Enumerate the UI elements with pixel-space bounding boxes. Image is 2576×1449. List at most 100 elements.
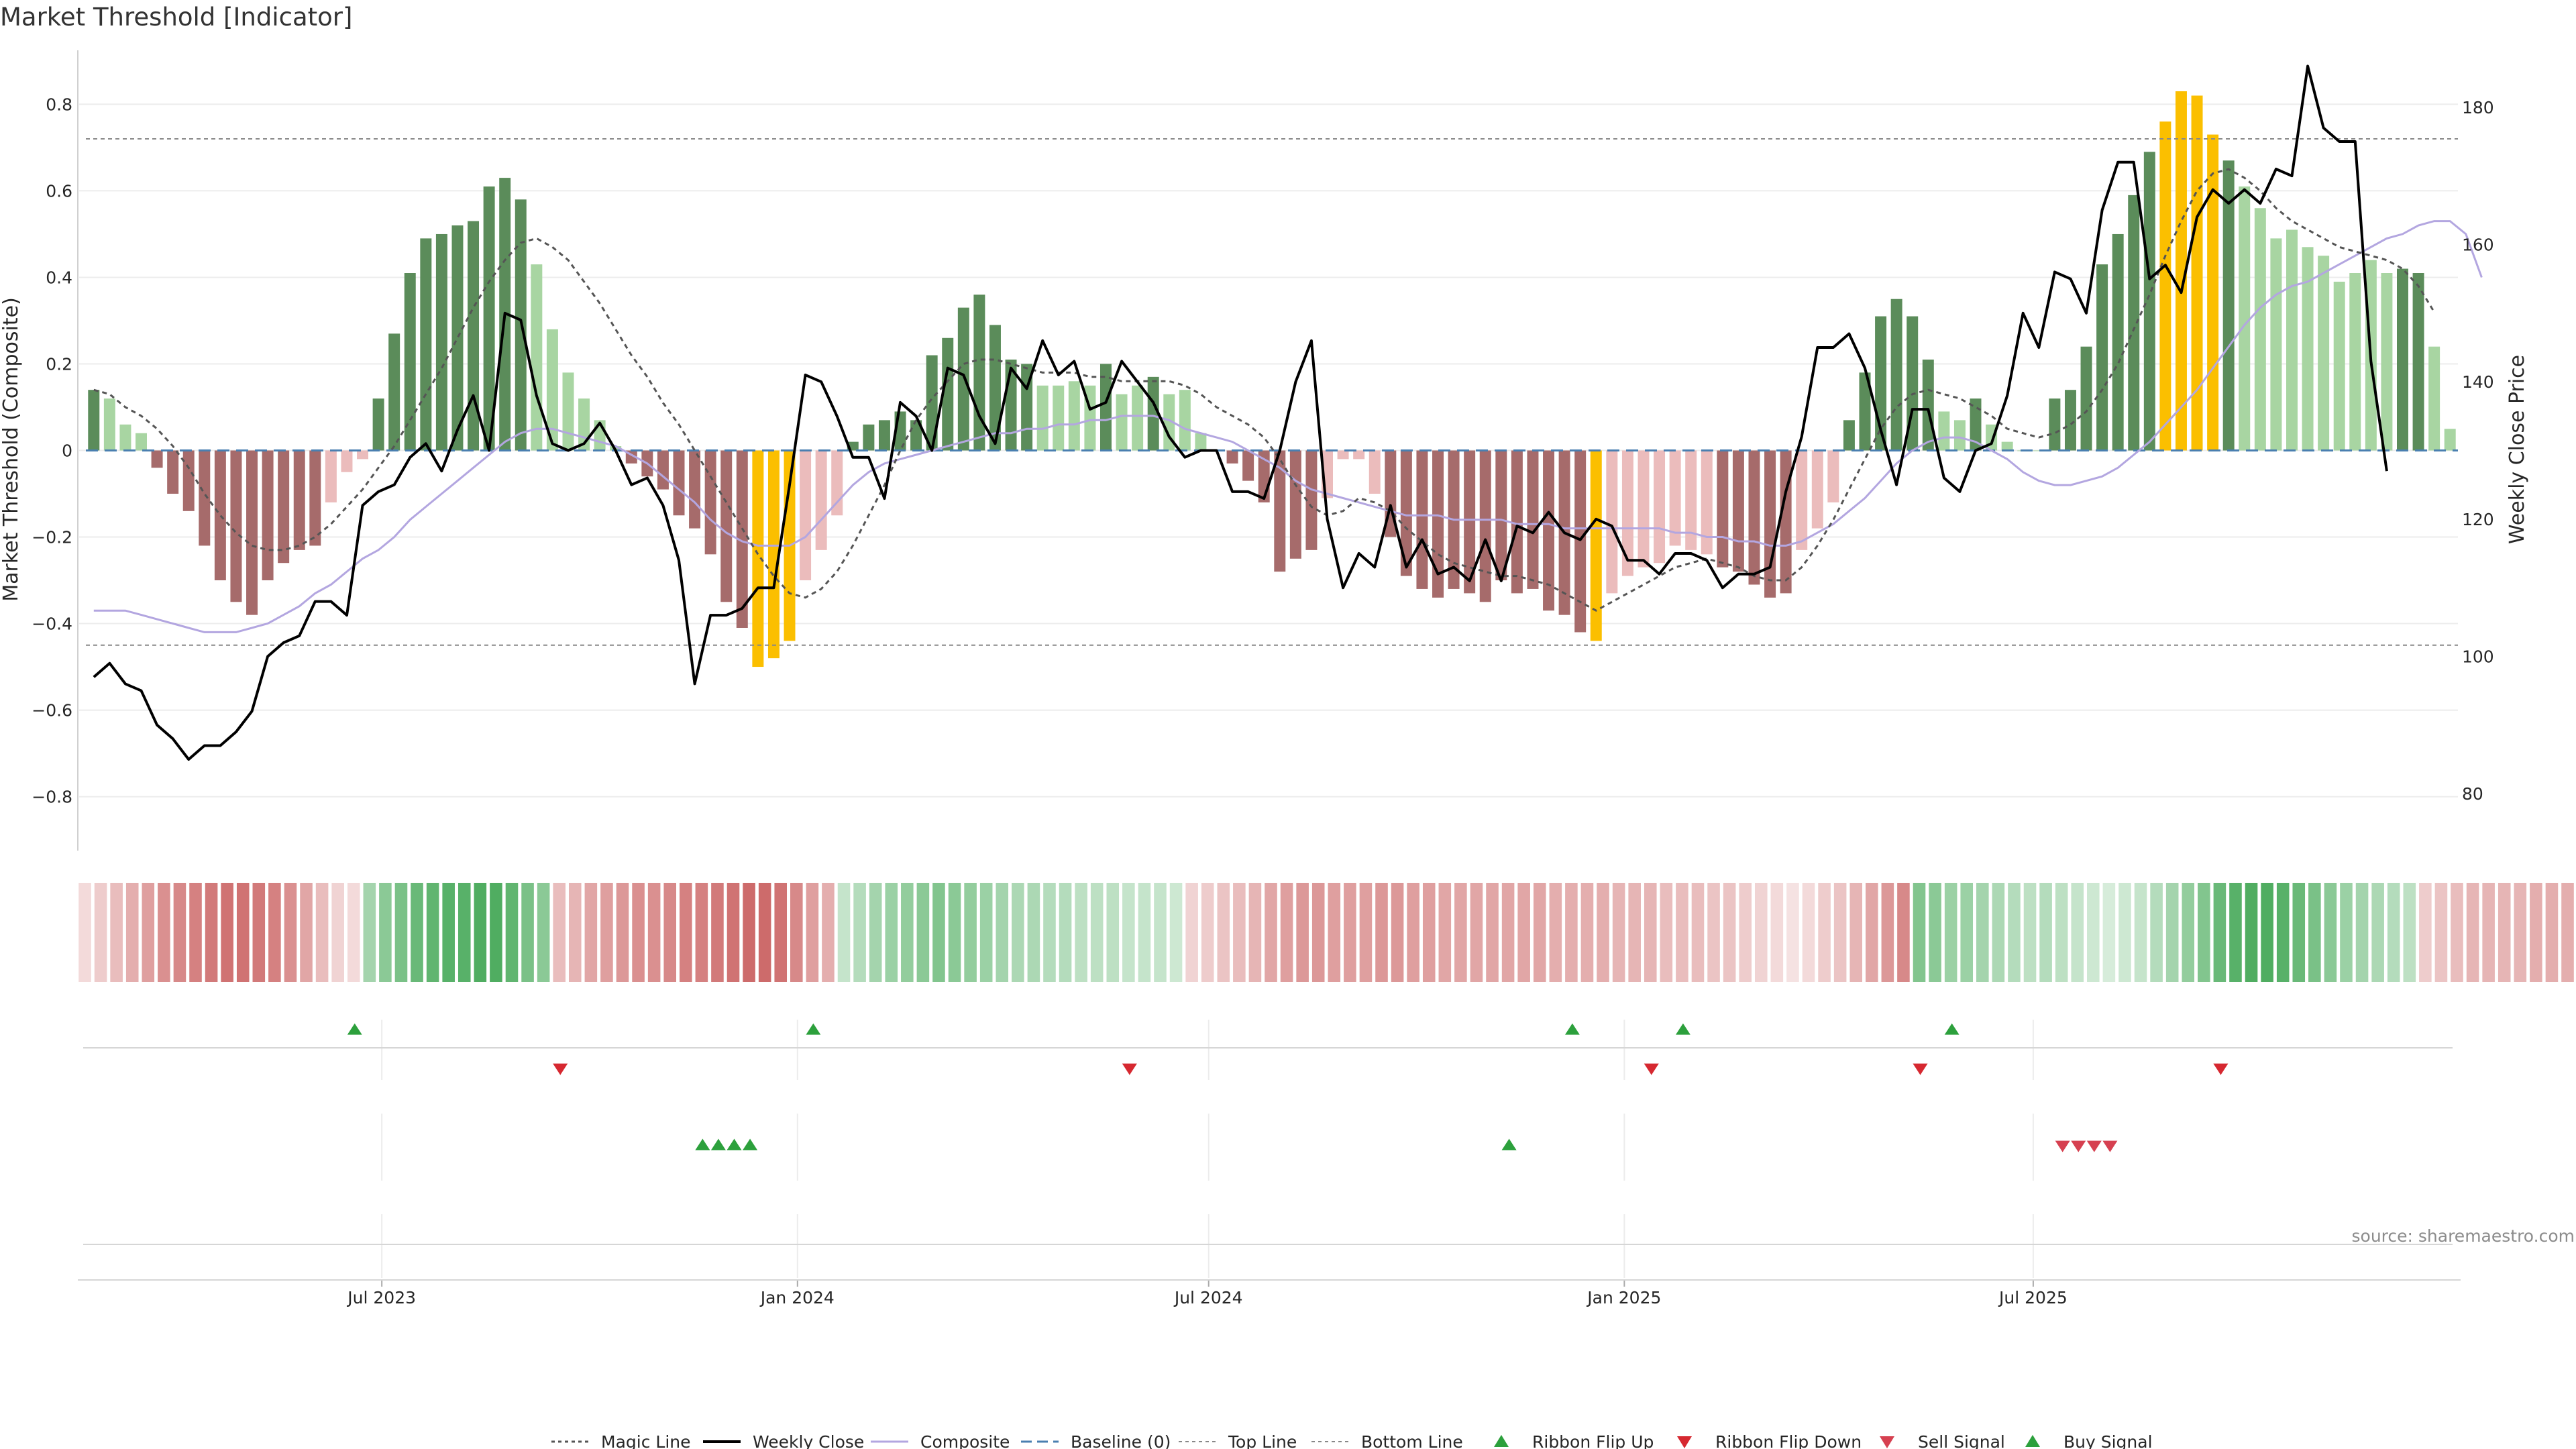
ribbon-cell <box>996 883 1009 982</box>
composite-bar <box>88 390 100 451</box>
ribbon-cell <box>632 883 645 982</box>
ribbon-cell <box>2165 883 2179 982</box>
ribbon-cell <box>1944 883 1957 982</box>
composite-bar <box>689 450 701 529</box>
y-axis-label-left: Market Threshold (Composite) <box>0 297 23 602</box>
ribbon-cell <box>1565 883 1578 982</box>
legend-label: Magic Line <box>601 1432 691 1449</box>
composite-bar <box>1353 450 1365 460</box>
ribbon-cell <box>1913 883 1926 982</box>
y-tick-left: 0.8 <box>46 95 72 114</box>
ribbon-cell <box>2292 883 2306 982</box>
ribbon-cell <box>379 883 392 982</box>
composite-bar <box>2001 441 2013 451</box>
composite-bar <box>325 450 337 502</box>
y-tick-left: 0.6 <box>46 181 72 201</box>
ribbon-cell <box>1707 883 1720 982</box>
ribbon-cell <box>1723 883 1736 982</box>
ribbon-cell <box>1422 883 1436 982</box>
ribbon-cell <box>663 883 676 982</box>
legend-label: Ribbon Flip Down <box>1715 1432 1862 1449</box>
x-tick-label: Jan 2025 <box>1586 1288 1661 1307</box>
y-tick-right: 140 <box>2462 372 2494 392</box>
ribbon-cell <box>2198 883 2210 982</box>
composite-bar <box>1717 450 1729 568</box>
ribbon-cell <box>2071 883 2084 982</box>
composite-bar <box>1590 450 1602 641</box>
composite-bar <box>1416 450 1428 589</box>
ribbon-cell <box>2545 883 2559 982</box>
composite-bar <box>767 450 780 659</box>
legend-swatch <box>2025 1435 2040 1447</box>
y-tick-right: 180 <box>2462 98 2494 117</box>
ribbon-cell <box>236 883 250 982</box>
composite-bar <box>2349 273 2361 451</box>
ribbon-cell <box>142 883 155 982</box>
composite-bar <box>546 329 558 451</box>
ribbon-cell <box>1929 883 1941 982</box>
legend-swatch <box>1677 1436 1692 1448</box>
composite-bar <box>1796 450 1808 550</box>
ribbon-cell <box>458 883 471 982</box>
ribbon-cell <box>1233 883 1246 982</box>
composite-bar <box>1068 381 1080 451</box>
ribbon-cell <box>1027 883 1040 982</box>
composite-bar <box>673 450 685 516</box>
composite-bars <box>88 91 2456 667</box>
composite-bar <box>863 424 875 451</box>
composite-bar <box>1764 450 1776 598</box>
ribbon-cell <box>837 883 851 982</box>
ribbon-cell <box>1897 883 1910 982</box>
ribbon-cell <box>331 883 344 982</box>
composite-bar <box>1163 394 1175 451</box>
x-tick-label: Jul 2025 <box>1998 1288 2068 1307</box>
composite-bar <box>2175 91 2187 451</box>
ribbon-cell <box>1786 883 1799 982</box>
ribbon-cell <box>901 883 914 982</box>
sell-signal-marker <box>2102 1140 2118 1152</box>
composite-bar <box>2064 390 2076 451</box>
composite-bar <box>1859 372 1871 451</box>
composite-bar <box>167 450 179 494</box>
composite-bar <box>942 337 954 451</box>
ribbon-cell <box>584 883 598 982</box>
legend-label: Weekly Close <box>753 1432 864 1449</box>
composite-bar <box>2381 273 2393 451</box>
ribbon-cell <box>110 883 123 982</box>
ribbon-cell <box>1849 883 1862 982</box>
x-tick-label: Jul 2023 <box>346 1288 416 1307</box>
ribbon-cell <box>758 883 771 982</box>
composite-bar <box>2049 398 2061 451</box>
composite-bar <box>1654 450 1666 564</box>
ribbon-strip <box>78 883 2574 982</box>
ribbon-cell <box>1391 883 1404 982</box>
ribbon-cell <box>78 883 91 982</box>
ribbon-cell <box>727 883 740 982</box>
ribbon-cell <box>1185 883 1198 982</box>
ribbon-cell <box>2182 883 2195 982</box>
ribbon-cell <box>1059 883 1072 982</box>
ribbon-cell <box>1248 883 1262 982</box>
composite-bar <box>1036 385 1049 451</box>
ribbon-cell <box>1676 883 1688 982</box>
ribbon-cell <box>363 883 376 982</box>
source-note: source: sharemaestro.com <box>2352 1226 2575 1246</box>
ribbon-cell <box>2561 883 2574 982</box>
composite-bar <box>1195 433 1207 451</box>
composite-bar <box>2333 281 2345 451</box>
y-tick-right: 160 <box>2462 235 2494 255</box>
composite-bar <box>1289 450 1301 559</box>
composite-bar <box>562 372 574 451</box>
composite-bar <box>878 420 890 451</box>
ribbon-cell <box>1866 883 1878 982</box>
ribbon-cell <box>1311 883 1325 982</box>
composite-bar <box>483 186 495 451</box>
ribbon-cell <box>2308 883 2321 982</box>
y-axis-label-right: Weekly Close Price <box>2506 355 2529 544</box>
composite-bar <box>1827 450 1839 502</box>
y-tick-left: −0.2 <box>32 528 72 547</box>
ribbon-cell <box>1296 883 1309 982</box>
composite-bar <box>2112 233 2124 451</box>
ribbon-cell <box>2276 883 2290 982</box>
